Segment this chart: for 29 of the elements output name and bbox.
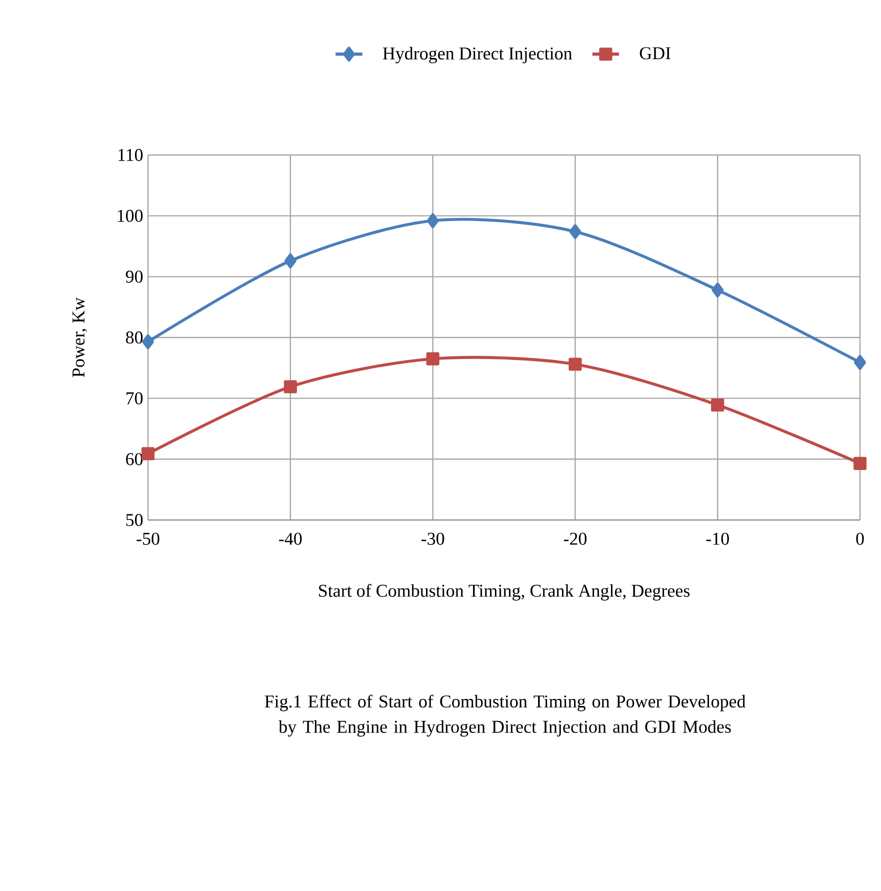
point	[711, 398, 724, 412]
legend-label: GDI	[640, 47, 670, 60]
point	[284, 253, 296, 268]
point	[426, 213, 439, 228]
x-tick-label: -30	[421, 532, 444, 545]
x-axis-title: Start of Combustion Timing, Crank Angle, Degrees	[319, 584, 690, 601]
y-tick-label: 50	[126, 514, 143, 526]
y-tick-label: 100	[118, 210, 143, 222]
point	[712, 282, 724, 298]
x-tick-label: -20	[564, 532, 587, 545]
legend-label: Hydrogen Direct Injection	[382, 46, 572, 64]
x-tick-label: -10	[706, 532, 729, 545]
y-axis-title: Power, Kw	[72, 297, 88, 378]
x-tick-label: 0	[856, 532, 864, 545]
point	[426, 352, 440, 366]
y-tick-label: 90	[126, 270, 143, 283]
point	[142, 334, 154, 350]
point	[569, 224, 582, 240]
y-tick-label: 80	[126, 331, 143, 344]
x-tick-label: -40	[279, 532, 302, 545]
point	[853, 456, 867, 470]
y-tick-label: 70	[126, 392, 143, 404]
point	[141, 447, 155, 460]
caption: Fig.1 Effect of Start of Combustion Timing on Power Developed by The Engine in Hydrogen Direct Injection and GDI Modes	[264, 694, 746, 737]
point	[284, 380, 297, 394]
y-tick-label: 110	[118, 148, 143, 162]
point	[568, 358, 582, 371]
x-tick-label: -50	[136, 532, 160, 545]
point	[854, 354, 866, 370]
